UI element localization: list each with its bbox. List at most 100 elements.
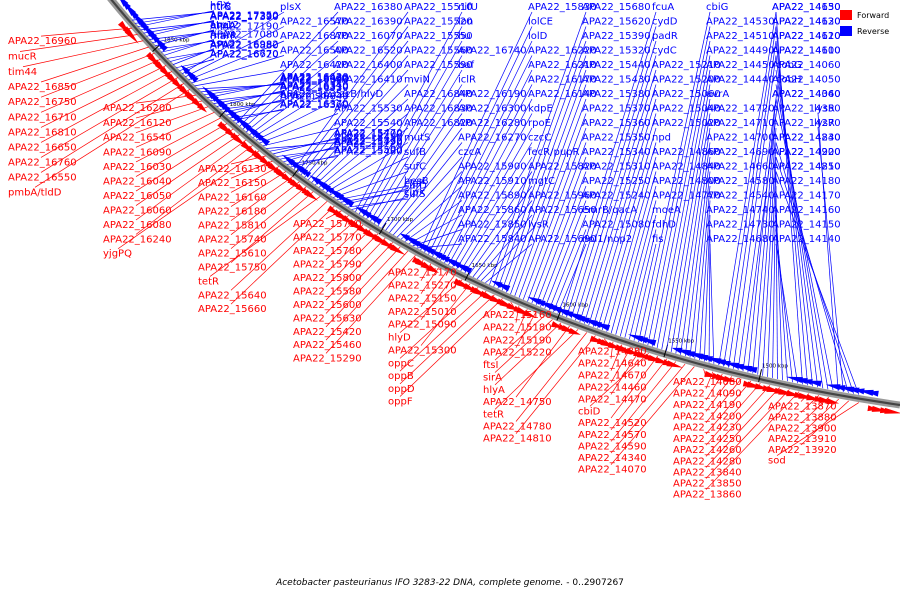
- reverse-label-leader: [493, 26, 587, 287]
- reverse-gene-label: APA22_16720: [210, 50, 279, 61]
- forward-label-leader: [230, 176, 293, 221]
- forward-label-leader: [420, 275, 455, 320]
- reverse-gene-label: APA22_15720: [334, 139, 403, 150]
- scale-tick-label: 1650 kbp: [472, 263, 498, 269]
- reverse-gene-label: APA22_16190: [458, 89, 527, 100]
- reverse-label-leader: [548, 214, 587, 311]
- forward-gene-label: APA22_14230: [673, 423, 742, 434]
- forward-gene-arrow: [124, 28, 139, 44]
- reverse-gene-label: APA22_14130: [772, 2, 841, 13]
- reverse-label-leader: [404, 200, 463, 242]
- reverse-gene-label: APA22_15470: [334, 128, 403, 139]
- reverse-gene-label: APA22_15210: [652, 60, 721, 71]
- reverse-gene-label: APA22_15240: [582, 191, 651, 202]
- forward-gene-label: APA22_15460: [293, 340, 362, 351]
- reverse-gene-label: APA22_15620: [582, 17, 651, 28]
- reverse-gene-label: APA22_14170: [772, 191, 841, 202]
- scale-tick-label: 1600 kbp: [562, 303, 588, 309]
- reverse-label-leader: [732, 55, 777, 369]
- reverse-label-leader: [370, 69, 463, 222]
- reverse-label-leader: [561, 11, 657, 316]
- forward-gene-label: APA22_16090: [103, 147, 172, 158]
- reverse-label-leader: [188, 40, 285, 81]
- reverse-label-leader: [440, 84, 533, 261]
- forward-gene-label: APA22_15420: [293, 327, 362, 338]
- reverse-gene-label: APA22_15680: [582, 2, 651, 13]
- forward-label-leader: [420, 263, 432, 281]
- forward-gene-label: APA22_16750: [8, 97, 77, 108]
- reverse-gene-label: APA22_14860: [652, 147, 721, 158]
- legend-reverse-swatch: [840, 26, 852, 36]
- reverse-gene-arrow: [537, 300, 554, 310]
- legend-reverse-label: Reverse: [857, 26, 890, 36]
- forward-label-leader: [510, 301, 517, 311]
- reverse-gene-label: APA22_14180: [772, 176, 841, 187]
- reverse-label-leader: [344, 188, 409, 206]
- reverse-label-leader: [444, 98, 533, 263]
- reverse-label-leader: [304, 55, 409, 178]
- forward-gene-label: APA22_16130: [198, 164, 267, 175]
- reverse-gene-label: fecR/pupR: [528, 147, 580, 158]
- forward-gene-label: APA22_16540: [103, 133, 172, 144]
- reverse-gene-label: APA22_14740: [706, 205, 775, 216]
- reverse-label-leader: [544, 200, 587, 309]
- forward-gene-label: yjgPQ: [103, 249, 132, 260]
- forward-gene-label: APA22_15300: [388, 346, 457, 357]
- reverse-label-leader: [817, 127, 844, 392]
- forward-label-leader: [494, 315, 545, 361]
- reverse-gene-label: APA22_14830: [772, 133, 841, 144]
- forward-label-leader: [40, 27, 133, 37]
- reverse-gene-label: APA22_15560: [404, 46, 473, 57]
- reverse-label-leader: [540, 185, 587, 307]
- reverse-gene-label: APA22_15040: [652, 104, 721, 115]
- reverse-label-leader: [485, 243, 533, 284]
- reverse-gene-label: APA22_14510: [706, 31, 775, 42]
- reverse-label-leader: [775, 229, 793, 383]
- forward-gene-label: APA22_13860: [673, 490, 742, 501]
- reverse-gene-label: APA22_17320: [210, 11, 279, 22]
- forward-gene-label: oppD: [388, 384, 415, 395]
- forward-gene-label: APA22_16150: [198, 178, 267, 189]
- reverse-gene-label: APA22_14850: [772, 162, 841, 173]
- reverse-label-leader: [366, 55, 463, 220]
- reverse-gene-label: APA22_14120: [772, 17, 841, 28]
- forward-gene-label: APA22_15780: [293, 246, 362, 257]
- forward-label-leader: [420, 259, 424, 268]
- forward-label-leader: [117, 150, 260, 250]
- forward-gene-label: pmbA/tldD: [8, 187, 62, 198]
- reverse-gene-label: APA22_15860: [458, 205, 527, 216]
- reverse-gene-label: sufS: [404, 189, 425, 200]
- forward-gene-label: APA22_16050: [103, 191, 172, 202]
- reverse-gene-label: APA22_15540: [334, 118, 403, 129]
- forward-gene-label: APA22_16160: [198, 192, 267, 203]
- reverse-gene-label: APA22_15550: [404, 31, 473, 42]
- reverse-gene-arrow: [340, 196, 355, 208]
- reverse-label-leader: [393, 156, 463, 236]
- reverse-label-leader: [566, 26, 657, 318]
- reverse-gene-label: APA22_16070: [334, 31, 403, 42]
- forward-label-leader: [610, 363, 686, 454]
- reverse-gene-label: APA22_15690: [528, 234, 597, 245]
- reverse-label-leader: [207, 81, 285, 99]
- reverse-gene-label: APA22_16520: [334, 46, 403, 57]
- reverse-label-leader: [522, 127, 587, 300]
- reverse-label-leader: [762, 142, 777, 376]
- reverse-gene-arrow: [571, 314, 586, 323]
- reverse-gene-label: czcB/hlyD: [334, 89, 384, 100]
- forward-label-leader: [325, 215, 349, 233]
- reverse-gene-label: APA22_14240: [772, 133, 841, 144]
- forward-label-leader: [135, 106, 209, 133]
- forward-label-leader: [209, 196, 321, 277]
- reverse-label-leader: [432, 55, 533, 257]
- reverse-label-leader: [290, 154, 339, 168]
- forward-label-leader: [135, 100, 203, 119]
- reverse-gene-label: APA22_15080: [582, 220, 651, 231]
- forward-gene-label: APA22_15150: [388, 294, 457, 305]
- forward-gene-label: APA22_13840: [673, 467, 742, 478]
- reverse-label-leader: [588, 98, 657, 326]
- forward-gene-label: APA22_13900: [768, 423, 837, 434]
- reverse-label-leader: [531, 156, 587, 304]
- forward-label-leader: [603, 338, 612, 347]
- reverse-label-leader: [592, 113, 657, 327]
- forward-label-leader: [325, 210, 342, 220]
